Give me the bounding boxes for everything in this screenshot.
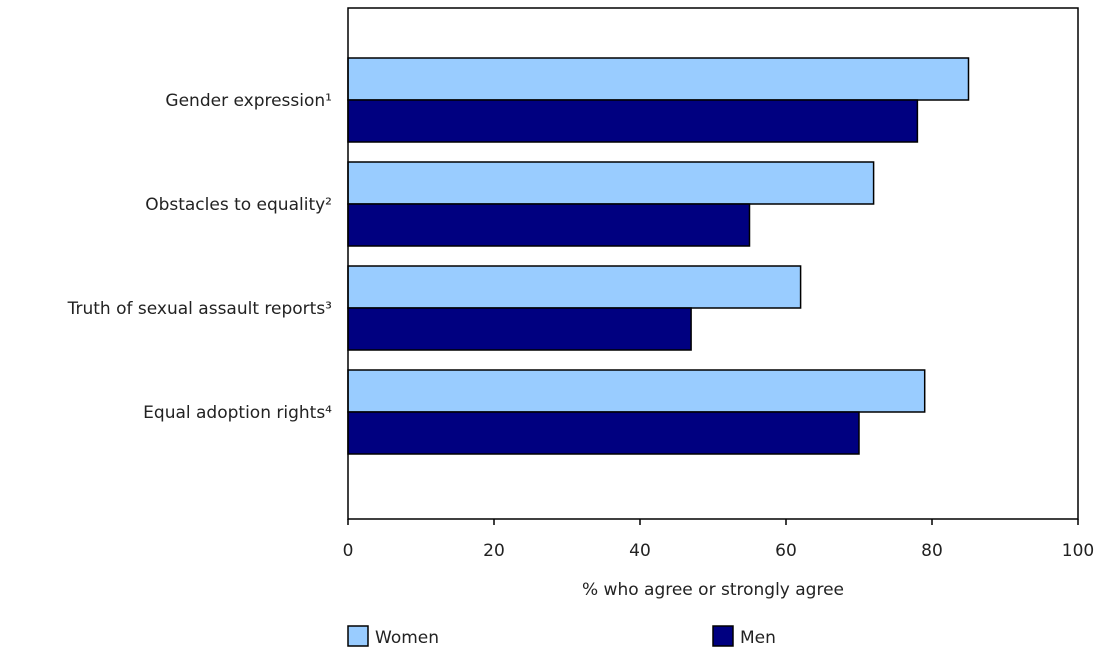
x-axis: 0 20 40 60 80 100 xyxy=(343,519,1094,561)
bars xyxy=(347,57,970,455)
category-label: Gender expression¹ xyxy=(165,91,332,111)
legend: Women Men xyxy=(347,625,776,648)
x-tick-label: 80 xyxy=(921,541,943,561)
category-label: Obstacles to equality² xyxy=(145,195,332,215)
category-label: Truth of sexual assault reports³ xyxy=(67,299,332,319)
x-tick-label: 100 xyxy=(1062,541,1094,561)
x-axis-title: % who agree or strongly agree xyxy=(582,580,844,600)
legend-swatch-men xyxy=(712,625,734,647)
legend-swatch-women xyxy=(347,625,369,647)
x-tick-label: 20 xyxy=(483,541,505,561)
bar-women-3 xyxy=(347,265,802,309)
bar-men-4 xyxy=(347,411,860,455)
bar-men-2 xyxy=(347,203,751,247)
bar-women-1 xyxy=(347,57,970,101)
y-axis-categories: Gender expression¹ Obstacles to equality²… xyxy=(67,91,333,423)
bar-women-2 xyxy=(347,161,875,205)
bar-women-4 xyxy=(347,369,926,413)
bar-men-1 xyxy=(347,99,919,143)
x-tick-label: 40 xyxy=(629,541,651,561)
plot-area-frame xyxy=(347,7,1079,520)
category-label: Equal adoption rights⁴ xyxy=(143,403,332,423)
bar-men-3 xyxy=(347,307,692,351)
x-tick-label: 60 xyxy=(775,541,797,561)
legend-label-women: Women xyxy=(375,628,439,648)
legend-label-men: Men xyxy=(740,628,776,648)
x-tick-label: 0 xyxy=(343,541,354,561)
